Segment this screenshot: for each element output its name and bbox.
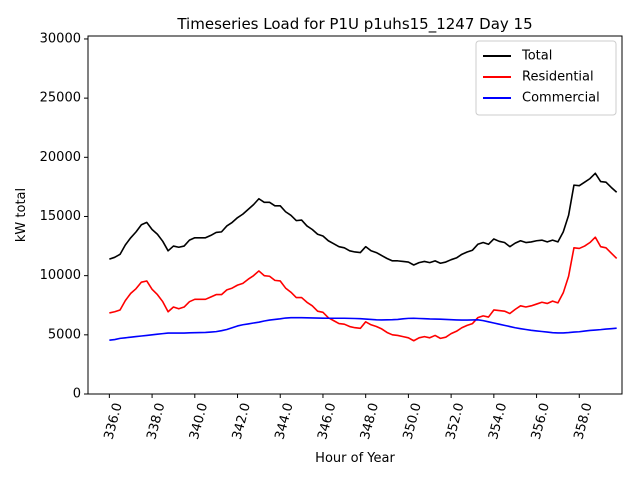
chart-title: Timeseries Load for P1U p1uhs15_1247 Day…: [176, 15, 532, 34]
y-tick-label: 15000: [40, 209, 81, 224]
y-tick-label: 30000: [40, 31, 81, 46]
series-line-residential: [109, 236, 618, 342]
y-tick-label: 5000: [48, 327, 81, 342]
legend-label-residential: Residential: [522, 70, 594, 85]
legend-label-commercial: Commercial: [522, 91, 600, 106]
legend-label-total: Total: [521, 49, 552, 64]
x-axis-title: Hour of Year: [315, 451, 395, 466]
series-layer: [109, 172, 618, 342]
y-tick-label: 20000: [40, 150, 81, 165]
plot-frame: [87, 35, 623, 395]
y-axis-title: kW total: [14, 188, 29, 242]
legend-box: [475, 40, 617, 116]
series-line-total: [109, 172, 618, 266]
y-tick-label: 25000: [40, 91, 81, 106]
y-tick-label: 0: [73, 387, 81, 402]
series-line-commercial: [109, 316, 617, 341]
y-tick-label: 10000: [40, 268, 81, 283]
legend: Total Residential Commercial: [475, 40, 617, 116]
